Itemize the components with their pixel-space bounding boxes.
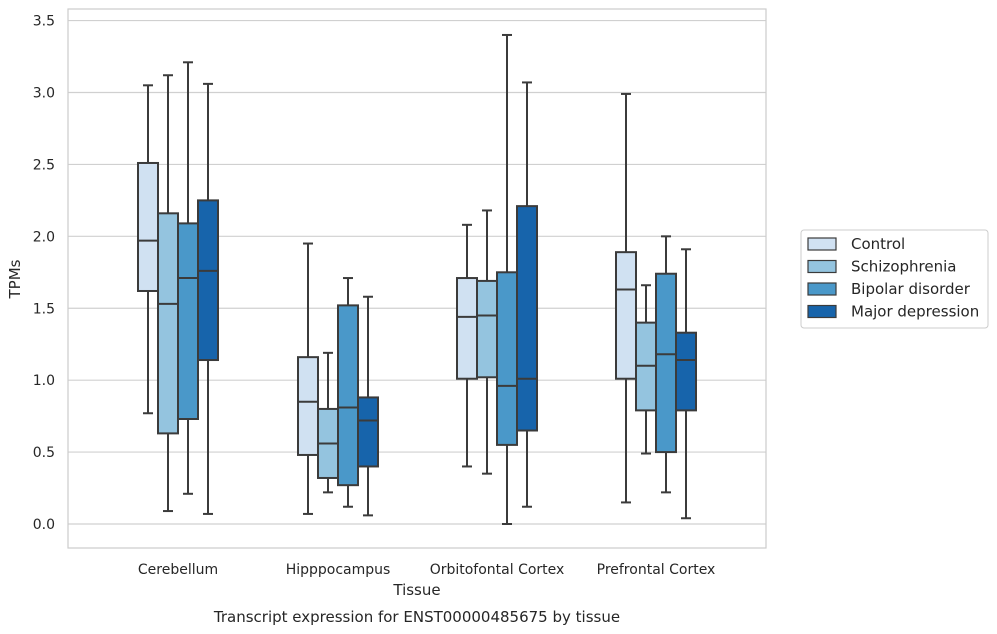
box-major-depression xyxy=(516,81,538,508)
plot-frame xyxy=(67,8,767,549)
box-iqr xyxy=(197,199,219,362)
y-tick-label: 2.5 xyxy=(33,157,55,173)
box-iqr xyxy=(337,304,359,487)
box-iqr xyxy=(137,161,159,292)
box-iqr xyxy=(357,396,379,468)
box-bipolar-disorder xyxy=(177,61,199,495)
x-axis-ticks: Cerebellum Hipppocampus Orbitofontal Corte… xyxy=(138,562,715,578)
box-major-depression xyxy=(357,295,379,517)
x-tick-label: Orbitofontal Cortex xyxy=(430,562,565,578)
box-iqr xyxy=(516,205,538,432)
legend-label: Schizophrenia xyxy=(851,258,956,276)
box-bipolar-disorder xyxy=(337,277,359,508)
y-tick-label: 1.5 xyxy=(33,301,55,317)
x-tick-label: Prefrontal Cortex xyxy=(597,562,716,578)
box-major-depression xyxy=(675,248,697,520)
legend-swatch xyxy=(807,237,837,251)
box-major-depression xyxy=(197,82,219,515)
legend-swatch xyxy=(807,304,837,319)
legend-box xyxy=(800,229,989,329)
legend-label: Bipolar disorder xyxy=(851,280,971,298)
legend-swatch xyxy=(807,259,837,274)
legend: Control Schizophrenia Bipolar disorder Majo… xyxy=(800,229,989,329)
legend-label: Major depression xyxy=(851,303,979,321)
box-schizophrenia xyxy=(476,209,498,475)
y-tick-label: 1.0 xyxy=(33,373,55,389)
box-iqr xyxy=(496,271,518,446)
box-iqr xyxy=(615,251,637,380)
y-tick-label: 3.5 xyxy=(33,14,55,30)
box-iqr xyxy=(157,212,179,435)
y-axis-title: TPMs xyxy=(6,259,24,299)
y-tick-label: 0.5 xyxy=(33,445,55,461)
chart-caption: Transcript expression for ENST0000048567… xyxy=(213,608,620,626)
y-tick-label: 3.0 xyxy=(33,86,55,102)
box-schizophrenia xyxy=(157,74,179,513)
x-tick-label: Hipppocampus xyxy=(286,562,391,578)
y-axis-ticks: 0.0 0.5 1.0 1.5 2.0 2.5 3.0 3.5 xyxy=(33,14,55,533)
box-iqr xyxy=(675,331,697,412)
box-control xyxy=(297,242,319,515)
box-control xyxy=(137,84,159,415)
box-schizophrenia xyxy=(317,351,339,494)
box-iqr xyxy=(297,356,319,456)
box-series xyxy=(137,33,697,525)
box-iqr xyxy=(476,279,498,379)
box-iqr xyxy=(177,222,199,421)
legend-label: Control xyxy=(851,235,905,253)
box-control xyxy=(456,223,478,468)
box-control xyxy=(615,92,637,504)
y-tick-label: 2.0 xyxy=(33,229,55,245)
box-iqr xyxy=(456,277,478,380)
x-axis-title: Tissue xyxy=(392,581,440,599)
y-tick-label: 0.0 xyxy=(33,517,55,533)
box-iqr xyxy=(655,272,677,454)
x-tick-label: Cerebellum xyxy=(138,562,218,578)
legend-swatch xyxy=(807,282,837,296)
